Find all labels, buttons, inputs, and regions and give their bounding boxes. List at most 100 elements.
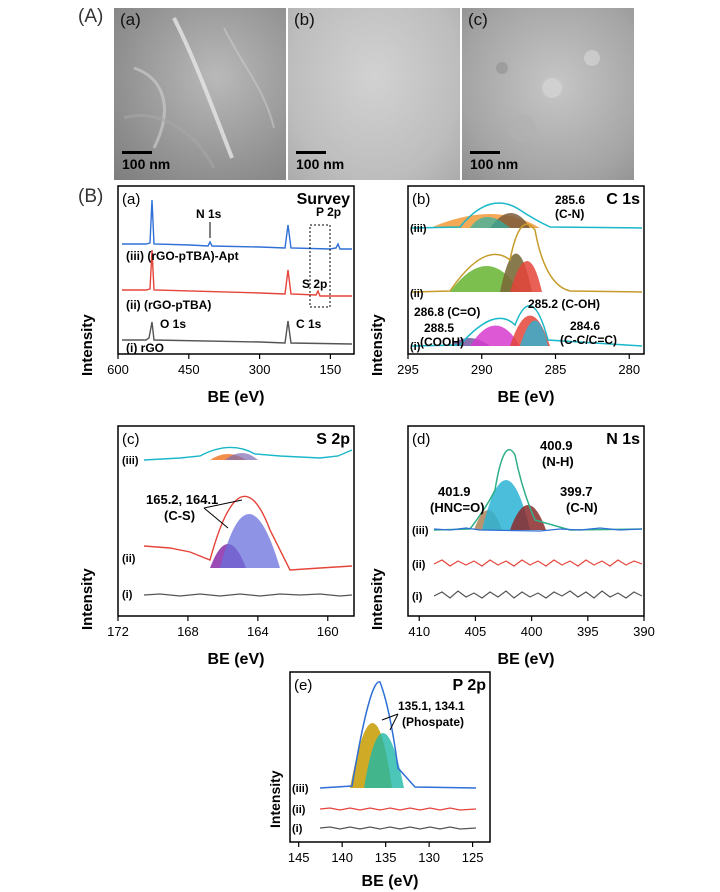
scale-label-b: 100 nm [296, 156, 345, 172]
xtick-label-survey-2: 300 [249, 362, 271, 377]
panel-tag-n1s: (d) [412, 431, 430, 448]
c1s-ii-envelope [411, 223, 643, 293]
sem-texture-c [496, 50, 600, 142]
title-survey: Survey [297, 191, 350, 208]
panel-tag-s2p: (c) [122, 431, 140, 448]
xtick-label-n1s-4: 390 [633, 624, 655, 639]
annot-survey-c1s: C 1s [296, 317, 322, 331]
c1s-i-peak-2 [470, 325, 520, 346]
annot-survey-o1s: O 1s [160, 317, 186, 331]
series-label-n1s-iii: (iii) [412, 525, 429, 537]
p2p-peak-2 [364, 733, 404, 788]
title-c1s: C 1s [606, 191, 640, 208]
xtick-label-c1s-2: 285 [545, 362, 567, 377]
n1s-i-spectrum [433, 590, 643, 599]
xtick-label-s2p-1: 168 [177, 624, 199, 639]
annot-survey-p2p: P 2p [316, 205, 341, 219]
series-label-p2p-iii: (iii) [292, 783, 309, 795]
annot-survey-n1s: N 1s [196, 207, 222, 221]
annot-n1s-nh: (N-H) [542, 454, 574, 469]
frame-p2p [289, 671, 491, 843]
series-label-s2p-i: (i) [122, 589, 133, 601]
xtick-label-c1s-3: 280 [618, 362, 640, 377]
scale-bar-b [296, 151, 326, 154]
n1s-iii-peak-3 [510, 505, 546, 530]
annot-c1s-284-6: 284.6 [570, 319, 600, 333]
annot-c1s-288-5: 288.5 [424, 321, 454, 335]
p2p-iii-spectrum [319, 681, 477, 789]
annot-n1s-hnco: (HNC=O) [430, 500, 485, 515]
title-p2p: P 2p [453, 677, 487, 694]
ylabel-survey: Intensity [80, 314, 96, 376]
annot-s2p-peaks: 165.2, 164.1 [146, 492, 218, 507]
xtick-label-p2p-1: 140 [331, 850, 353, 865]
xtick-label-c1s-0: 295 [397, 362, 419, 377]
xlabel-s2p: BE (eV) [208, 651, 265, 668]
series-label-n1s-i: (i) [412, 591, 423, 603]
arrow-p2p-2 [389, 713, 399, 731]
c1s-ii-peak-3 [510, 261, 542, 292]
annot-p2p-peaks: 135.1, 134.1 [398, 699, 465, 713]
n1s-iii-envelope [433, 449, 643, 531]
annot-n1s-401-9: 401.9 [438, 484, 471, 499]
series-label-survey-i: (i) rGO [126, 341, 164, 355]
chart-c1s: Intensity (b) C 1s (iii) (ii) (i) 285.6 … [370, 185, 645, 406]
c1s-iii-envelope [411, 202, 643, 229]
xticks-p2p: 145 140 135 130 125 [288, 842, 483, 865]
series-label-c1s-iii: (iii) [410, 223, 427, 235]
spectrum-survey-ii [122, 249, 352, 297]
xtick-label-s2p-3: 160 [317, 624, 339, 639]
xtick-label-p2p-0: 145 [288, 850, 310, 865]
xtick-label-n1s-3: 395 [577, 624, 599, 639]
series-label-s2p-ii: (ii) [122, 553, 136, 565]
annot-c1s-cn: (C-N) [555, 207, 584, 221]
s2p-ii-spectrum [143, 495, 353, 571]
title-s2p: S 2p [316, 431, 350, 448]
xtick-label-n1s-1: 405 [465, 624, 487, 639]
annot-survey-s2p: S 2p [302, 277, 327, 291]
scale-label-a: 100 nm [122, 156, 171, 172]
xticks-s2p: 172 168 164 160 [107, 616, 339, 639]
xtick-label-survey-3: 150 [320, 362, 342, 377]
series-label-survey-ii: (ii) (rGO-pTBA) [126, 298, 211, 312]
s2p-iii-envelope [143, 446, 353, 461]
scale-bar-c [470, 151, 500, 154]
xtick-label-s2p-2: 164 [247, 624, 269, 639]
xtick-label-n1s-0: 410 [408, 624, 430, 639]
xticks-n1s: 410 405 400 395 390 [408, 616, 655, 639]
series-label-c1s-ii: (ii) [410, 288, 424, 300]
panel-tag-survey: (a) [122, 191, 140, 208]
arrow-s2p-1 [203, 507, 229, 529]
series-label-survey-iii: (iii) (rGO-pTBA)-Apt [126, 249, 239, 263]
annot-c1s-cc: (C-C/C=C) [560, 333, 617, 347]
xlabel-n1s: BE (eV) [498, 651, 555, 668]
scale-bar-a [122, 151, 152, 154]
c1s-i-envelope [411, 305, 643, 347]
frame-survey [117, 185, 355, 355]
sem-tag-c: (c) [468, 10, 488, 29]
xtick-label-p2p-3: 130 [418, 850, 440, 865]
arrow-p2p-1 [381, 713, 399, 721]
xlabel-survey: BE (eV) [208, 389, 265, 406]
c1s-iii-peak-3 [470, 217, 510, 228]
sem-texture-a [123, 17, 275, 169]
annot-c1s-cooh: (COOH) [420, 335, 464, 349]
n1s-iii-spectrum [433, 527, 643, 532]
annot-c1s-285-2: 285.2 (C-OH) [528, 297, 600, 311]
chart-p2p: Intensity (e) P 2p (iii) (ii) (i) 135.1,… [267, 671, 491, 890]
p2p-ii-spectrum [319, 807, 477, 811]
xtick-label-s2p-0: 172 [107, 624, 129, 639]
frame-s2p [117, 425, 355, 617]
figure-label-a: (A) [78, 6, 104, 27]
panel-tag-p2p: (e) [294, 677, 312, 694]
xtick-label-c1s-1: 290 [471, 362, 493, 377]
annot-n1s-cn: (C-N) [566, 500, 598, 515]
annot-c1s-285-6: 285.6 [555, 193, 585, 207]
ylabel-s2p: Intensity [80, 568, 96, 630]
s2p-iii-peak-2 [225, 453, 258, 460]
title-n1s: N 1s [606, 431, 640, 448]
ylabel-n1s: Intensity [370, 568, 386, 630]
series-label-s2p-iii: (iii) [122, 455, 139, 467]
xlabel-p2p: BE (eV) [362, 873, 419, 890]
arrow-s2p-2 [203, 499, 243, 509]
